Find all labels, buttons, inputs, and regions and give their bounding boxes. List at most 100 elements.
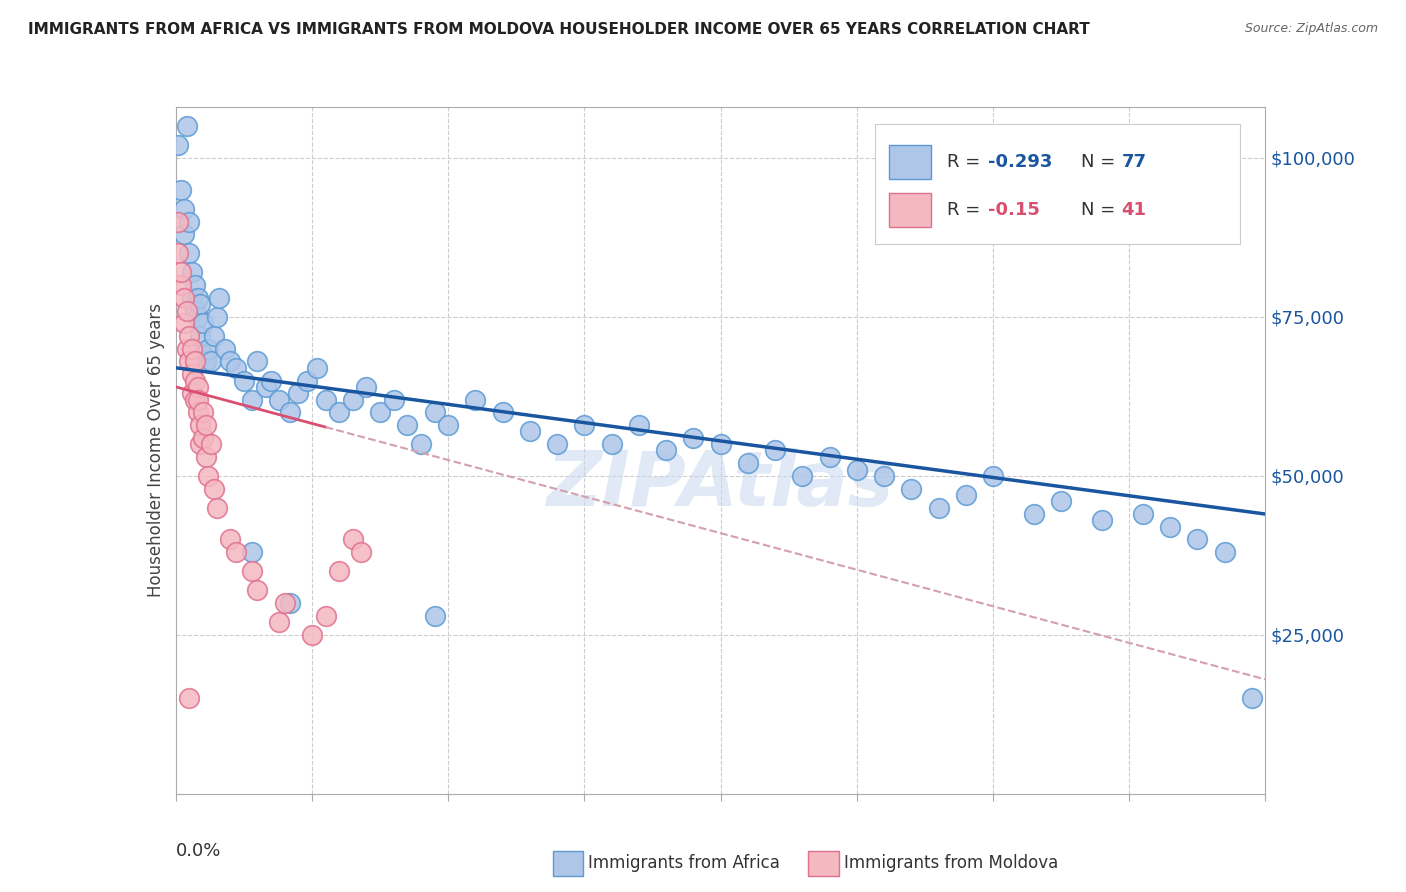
Point bbox=[627, 417, 650, 432]
Point bbox=[167, 214, 190, 228]
Point bbox=[368, 405, 391, 419]
Point bbox=[200, 437, 222, 451]
Point bbox=[167, 246, 190, 260]
Point bbox=[1240, 691, 1263, 706]
Point bbox=[208, 291, 231, 305]
Text: Immigrants from Moldova: Immigrants from Moldova bbox=[844, 855, 1057, 872]
Point bbox=[737, 456, 759, 470]
Point bbox=[186, 291, 209, 305]
Point bbox=[181, 367, 204, 381]
Point bbox=[184, 354, 207, 368]
Point bbox=[1091, 513, 1114, 527]
Point bbox=[246, 354, 269, 368]
Point bbox=[287, 386, 309, 401]
Point bbox=[170, 278, 193, 293]
Point bbox=[240, 392, 263, 407]
Point bbox=[873, 469, 896, 483]
Point bbox=[219, 533, 242, 547]
Text: N =: N = bbox=[1081, 153, 1121, 171]
Point bbox=[396, 417, 419, 432]
Point bbox=[295, 374, 318, 388]
Point bbox=[179, 214, 201, 228]
Point bbox=[409, 437, 432, 451]
Y-axis label: Householder Income Over 65 years: Householder Income Over 65 years bbox=[146, 303, 165, 598]
Point bbox=[328, 405, 350, 419]
Point bbox=[1022, 507, 1045, 521]
Point bbox=[205, 310, 228, 324]
Point bbox=[214, 342, 236, 356]
Point bbox=[194, 450, 217, 464]
Point bbox=[179, 246, 201, 260]
Point bbox=[1187, 533, 1209, 547]
Point bbox=[186, 405, 209, 419]
Point bbox=[176, 342, 198, 356]
Point bbox=[382, 392, 405, 407]
Point bbox=[1159, 520, 1181, 534]
Point bbox=[181, 265, 204, 279]
Point bbox=[246, 583, 269, 598]
Point bbox=[184, 303, 207, 318]
Point bbox=[254, 380, 277, 394]
Text: 41: 41 bbox=[1122, 201, 1146, 219]
Point bbox=[186, 310, 209, 324]
Text: Immigrants from Africa: Immigrants from Africa bbox=[588, 855, 779, 872]
Point bbox=[202, 329, 225, 343]
Point bbox=[269, 615, 291, 630]
Point bbox=[278, 596, 301, 610]
Point bbox=[200, 354, 222, 368]
Point bbox=[546, 437, 568, 451]
Point bbox=[955, 488, 977, 502]
Point bbox=[170, 265, 193, 279]
Text: Source: ZipAtlas.com: Source: ZipAtlas.com bbox=[1244, 22, 1378, 36]
Point bbox=[464, 392, 486, 407]
Text: 0.0%: 0.0% bbox=[176, 842, 221, 860]
Point bbox=[170, 183, 193, 197]
Point bbox=[492, 405, 515, 419]
Point bbox=[186, 380, 209, 394]
Point bbox=[188, 417, 211, 432]
Point bbox=[191, 405, 214, 419]
Point bbox=[792, 469, 814, 483]
Point bbox=[191, 431, 214, 445]
Point bbox=[274, 596, 297, 610]
Point bbox=[179, 354, 201, 368]
Point bbox=[191, 348, 214, 362]
Point bbox=[356, 380, 378, 394]
Point bbox=[1213, 545, 1236, 559]
Point bbox=[350, 545, 373, 559]
Point bbox=[600, 437, 623, 451]
Point bbox=[179, 691, 201, 706]
Point bbox=[184, 374, 207, 388]
Point bbox=[173, 316, 195, 330]
Point bbox=[167, 138, 190, 153]
Text: R =: R = bbox=[948, 153, 986, 171]
Point bbox=[1132, 507, 1154, 521]
Point bbox=[176, 303, 198, 318]
Point bbox=[1050, 494, 1073, 508]
Point bbox=[194, 417, 217, 432]
Point bbox=[173, 227, 195, 242]
Point bbox=[179, 329, 201, 343]
Point bbox=[188, 329, 211, 343]
Point bbox=[437, 417, 460, 432]
Point bbox=[225, 545, 247, 559]
Text: R =: R = bbox=[948, 201, 986, 219]
Point bbox=[205, 500, 228, 515]
Point bbox=[202, 482, 225, 496]
Point bbox=[315, 392, 337, 407]
Point bbox=[342, 392, 364, 407]
Point bbox=[900, 482, 922, 496]
Point bbox=[191, 316, 214, 330]
FancyBboxPatch shape bbox=[890, 193, 931, 227]
Point bbox=[186, 392, 209, 407]
Text: -0.293: -0.293 bbox=[987, 153, 1052, 171]
Point bbox=[423, 608, 446, 623]
Point bbox=[278, 405, 301, 419]
Point bbox=[682, 431, 704, 445]
Point bbox=[269, 392, 291, 407]
Point bbox=[181, 386, 204, 401]
Point bbox=[184, 278, 207, 293]
Point bbox=[194, 354, 217, 368]
Point bbox=[219, 354, 242, 368]
Point bbox=[232, 374, 254, 388]
